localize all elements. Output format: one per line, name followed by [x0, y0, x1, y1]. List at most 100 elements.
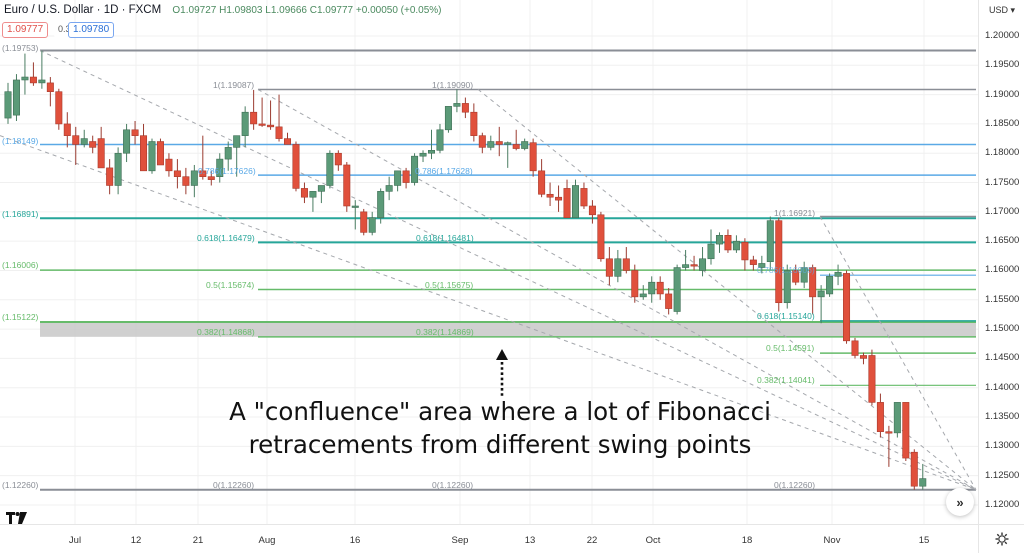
- candle-body: [715, 235, 723, 245]
- candle-body: [682, 264, 690, 268]
- candle-body: [749, 259, 757, 265]
- candle-body: [21, 76, 29, 81]
- candle-body: [89, 141, 97, 148]
- fib-level-label: (1.19753): [2, 43, 39, 53]
- candle-body: [156, 141, 164, 166]
- symbol-title[interactable]: Euro / U.S. Dollar · 1D · FXCM: [4, 4, 162, 16]
- candle-body: [292, 144, 300, 189]
- time-tick-label: 21: [192, 535, 204, 546]
- candle-body: [605, 258, 613, 277]
- fib-trend-line: [477, 88, 977, 491]
- candle-body: [470, 111, 478, 136]
- price-tick-label: 1.13000: [985, 440, 1020, 452]
- candle-body: [173, 170, 181, 177]
- candle-body: [368, 217, 376, 233]
- time-tick-label: 15: [918, 535, 930, 546]
- fib-level-label: 0.786(1.17628): [415, 166, 473, 176]
- candle-body: [555, 196, 563, 201]
- candle-body: [343, 164, 351, 207]
- time-axis[interactable]: Jul 12 21 Aug 16 Sep 13 22 Oct 18 Nov 15: [0, 524, 978, 553]
- candle-body: [851, 340, 859, 356]
- candle-body: [38, 79, 46, 84]
- candle-body: [732, 240, 740, 251]
- candle-body: [131, 129, 139, 136]
- sell-price-button[interactable]: 1.09777: [2, 22, 49, 38]
- fib-level-label: 0.618(1.16479): [197, 233, 255, 243]
- candle-body: [876, 402, 884, 432]
- candle-body: [250, 111, 258, 125]
- candle-body: [436, 129, 444, 151]
- fib-level-label: 0.786(1.17626): [198, 166, 256, 176]
- candle-body: [919, 478, 927, 487]
- candle-body: [843, 273, 851, 342]
- price-tick-label: 1.14500: [985, 352, 1020, 364]
- candle-body: [885, 431, 893, 434]
- candle-body: [284, 138, 292, 145]
- candle-body: [419, 152, 427, 157]
- candle-body: [902, 402, 910, 459]
- candle-body: [783, 270, 791, 304]
- candle-body: [868, 355, 876, 403]
- price-axis[interactable]: USD ▾ 1.20000 1.19500 1.19000 1.18500 1.1800…: [978, 0, 1024, 524]
- fib-level-label: (1.16891): [2, 209, 39, 219]
- currency-selector[interactable]: USD ▾: [989, 5, 1016, 15]
- price-tick-label: 1.17500: [985, 176, 1020, 188]
- candle-body: [241, 111, 249, 136]
- candle-body: [411, 155, 419, 183]
- candle-body: [580, 188, 588, 207]
- price-tick-label: 1.15500: [985, 293, 1020, 305]
- candle-body: [402, 170, 410, 183]
- time-tick-label: Sep: [451, 535, 469, 546]
- price-tick-label: 1.14000: [985, 381, 1020, 393]
- candle-body: [55, 91, 63, 125]
- candle-body: [792, 270, 800, 283]
- time-tick-label: Nov: [823, 535, 841, 546]
- candle-body: [275, 126, 283, 139]
- buy-price-button[interactable]: 1.09780: [68, 22, 115, 38]
- fib-trend-line: [257, 89, 977, 491]
- price-chart-pane[interactable]: Euro / U.S. Dollar · 1D · FXCM O1.09727 …: [0, 0, 978, 524]
- price-tick-label: 1.15000: [985, 323, 1020, 335]
- candle-body: [233, 135, 241, 148]
- fib-level-label: 1(1.19087): [213, 80, 255, 90]
- candle-body: [758, 263, 766, 268]
- candle-body: [140, 135, 148, 172]
- candle-body: [648, 281, 656, 295]
- confluence-annotation: A "confluence" area where a lot of Fibon…: [180, 395, 820, 461]
- candle-body: [665, 293, 673, 309]
- candle-body: [775, 220, 783, 304]
- candle-body: [699, 258, 707, 271]
- candle-body: [190, 170, 198, 186]
- candle-body: [207, 176, 215, 180]
- candle-body: [29, 76, 37, 84]
- fib-level-label: 0.5(1.14591): [766, 343, 815, 353]
- candle-body: [741, 242, 749, 261]
- scroll-to-realtime-button[interactable]: »: [946, 488, 974, 516]
- candle-body: [529, 142, 537, 172]
- time-tick-label: Oct: [645, 535, 661, 546]
- candle-body: [622, 258, 630, 271]
- candle-body: [826, 276, 834, 295]
- candle-body: [766, 220, 774, 262]
- candle-body: [546, 193, 554, 198]
- candle-body: [504, 142, 512, 145]
- candle-body: [656, 281, 664, 295]
- candle-body: [4, 91, 12, 119]
- time-tick-label: Aug: [258, 535, 276, 546]
- fib-level-label: 0.382(1.14041): [757, 375, 815, 385]
- candle-body: [453, 103, 461, 107]
- chart-settings-button[interactable]: [978, 524, 1024, 553]
- price-tick-label: 1.12000: [985, 498, 1020, 510]
- price-tick-label: 1.13500: [985, 411, 1020, 423]
- price-tick-label: 1.16500: [985, 235, 1020, 247]
- candle-body: [444, 106, 452, 131]
- candle-body: [114, 152, 122, 186]
- candle-body: [360, 211, 368, 233]
- candle-body: [199, 170, 207, 177]
- tradingview-logo-icon: [6, 512, 27, 524]
- candle-body: [478, 135, 486, 148]
- fib-level-label: (1.16006): [2, 260, 39, 270]
- fib-level-label: (1.12260): [2, 480, 39, 490]
- candle-body: [351, 205, 359, 208]
- candle-body: [148, 141, 156, 172]
